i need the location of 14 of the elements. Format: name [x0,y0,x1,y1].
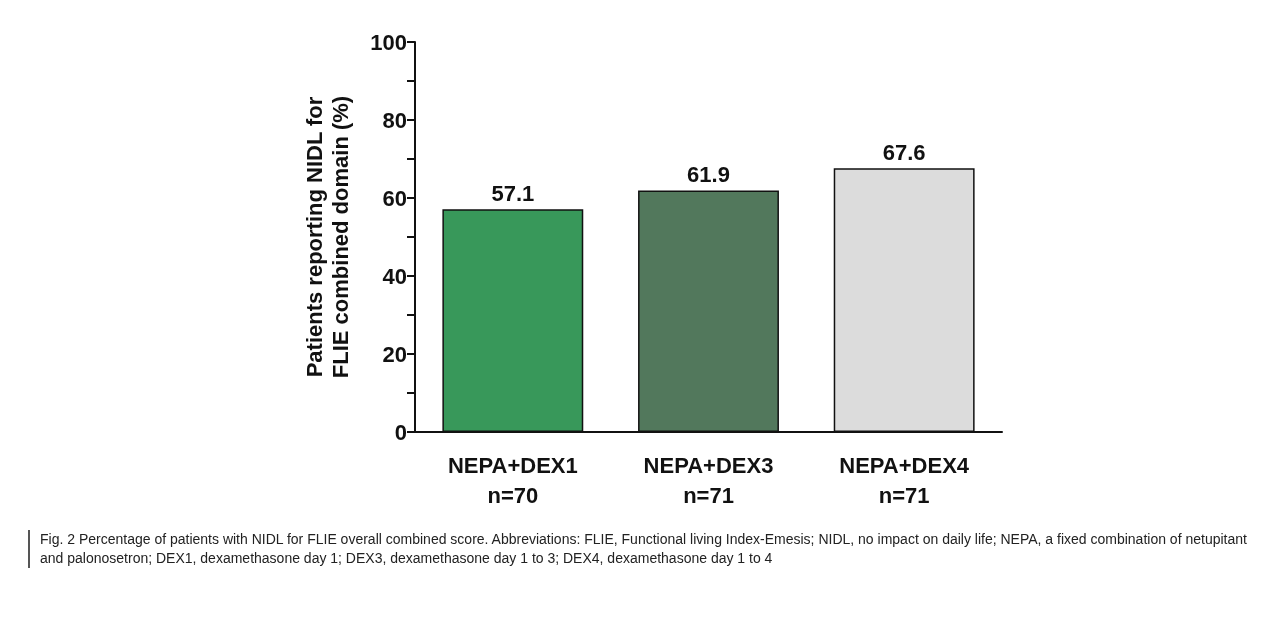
caption: Fig. 2 Percentage of patients with NIDL for FLIE overall combined score. Abbreviations: FLIE, Functional living Index-Emesis; NIDL, no impact on daily life; NEPA, a fixed combination of netupitant and palonosetron; DEX1, dexamethasone day 1; DEX3, dexamethasone day 1 to 3; DEX4, dexamethasone day 1 to 4 [28,530,1247,568]
y-tick-label: 60 [382,185,407,211]
x-tick-label: NEPA+DEX1 n=70 [447,452,578,508]
y-tick-label: 80 [382,107,407,133]
y-tick-label: 0 [394,419,407,445]
data-label: 67.6 [882,139,926,165]
y-axis-title: Patients reporting NIDL for FLIE combined domain (%) [301,95,353,379]
data-label: 61.9 [687,162,730,188]
x-tick-label: NEPA+DEX3 n=71 [643,452,774,508]
data-label: 57.1 [491,180,535,206]
y-tick-label: 100 [370,29,407,55]
x-tick-label: NEPA+DEX4 n=71 [839,452,970,508]
y-tick-label: 40 [382,263,407,289]
y-tick-label: 20 [382,341,407,367]
